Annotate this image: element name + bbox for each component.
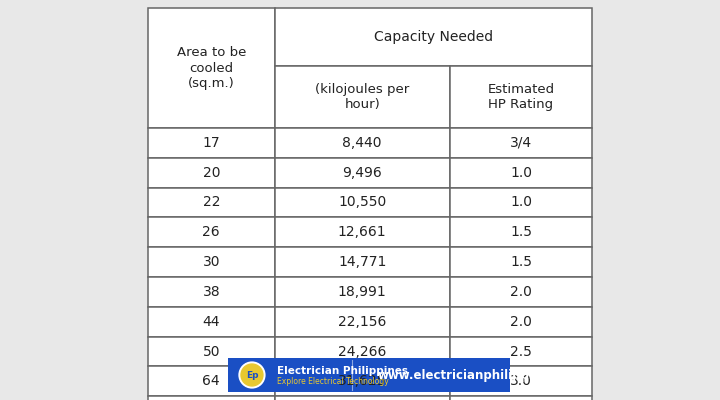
Text: 20: 20 <box>202 166 220 180</box>
Bar <box>228 358 510 392</box>
Bar <box>148 128 274 158</box>
Text: 1.5: 1.5 <box>510 225 532 239</box>
Bar <box>148 158 274 188</box>
Text: 22,156: 22,156 <box>338 315 387 329</box>
Text: 9,496: 9,496 <box>342 166 382 180</box>
Bar <box>148 247 274 277</box>
Bar <box>148 277 274 307</box>
Bar <box>274 396 450 400</box>
Text: 22: 22 <box>202 196 220 210</box>
Ellipse shape <box>241 364 263 386</box>
Text: Area to be
cooled
(sq.m.): Area to be cooled (sq.m.) <box>176 46 246 90</box>
Text: Electrician Philippines: Electrician Philippines <box>277 366 408 376</box>
Bar <box>450 188 592 218</box>
Text: 2.0: 2.0 <box>510 285 532 299</box>
Text: 50: 50 <box>202 344 220 358</box>
Text: 10,550: 10,550 <box>338 196 387 210</box>
Text: 3/4: 3/4 <box>510 136 532 150</box>
Text: 14,771: 14,771 <box>338 255 387 269</box>
Bar <box>274 307 450 337</box>
Bar <box>274 366 450 396</box>
Bar <box>450 128 592 158</box>
Bar <box>274 66 450 128</box>
Bar <box>148 188 274 218</box>
Text: 31,625: 31,625 <box>338 374 387 388</box>
Text: 24,266: 24,266 <box>338 344 387 358</box>
Text: 44: 44 <box>202 315 220 329</box>
Bar <box>450 158 592 188</box>
Text: 2.0: 2.0 <box>510 315 532 329</box>
Text: 12,661: 12,661 <box>338 225 387 239</box>
Bar <box>148 8 274 128</box>
Text: www.electricianphilippines.com: www.electricianphilippines.com <box>377 368 588 382</box>
Text: 30: 30 <box>202 255 220 269</box>
Bar <box>274 8 592 66</box>
Text: 38: 38 <box>202 285 220 299</box>
Text: 1.5: 1.5 <box>510 255 532 269</box>
Bar <box>274 247 450 277</box>
Bar <box>274 128 450 158</box>
Ellipse shape <box>239 362 265 388</box>
Text: 1.0: 1.0 <box>510 196 532 210</box>
Bar <box>450 277 592 307</box>
Text: 17: 17 <box>202 136 220 150</box>
Bar <box>274 188 450 218</box>
Bar <box>450 396 592 400</box>
Bar <box>148 307 274 337</box>
Text: 1.0: 1.0 <box>510 166 532 180</box>
Text: Capacity Needed: Capacity Needed <box>374 30 492 44</box>
Bar <box>148 396 274 400</box>
Bar <box>450 366 592 396</box>
Bar <box>274 277 450 307</box>
Bar <box>148 217 274 247</box>
Bar <box>274 158 450 188</box>
Text: Estimated
HP Rating: Estimated HP Rating <box>487 83 554 111</box>
Text: 18,991: 18,991 <box>338 285 387 299</box>
Text: 3.0: 3.0 <box>510 374 532 388</box>
Bar <box>450 66 592 128</box>
Text: Ep: Ep <box>246 370 258 380</box>
Bar <box>450 217 592 247</box>
Text: 64: 64 <box>202 374 220 388</box>
Text: 2.5: 2.5 <box>510 344 532 358</box>
Bar <box>450 247 592 277</box>
Bar <box>450 307 592 337</box>
Bar <box>274 217 450 247</box>
Bar <box>274 337 450 366</box>
Text: 26: 26 <box>202 225 220 239</box>
Bar <box>148 337 274 366</box>
Text: Explore Electrical Technology: Explore Electrical Technology <box>277 377 389 386</box>
Text: (kilojoules per
hour): (kilojoules per hour) <box>315 83 410 111</box>
Bar <box>148 366 274 396</box>
Text: 8,440: 8,440 <box>343 136 382 150</box>
Bar <box>450 337 592 366</box>
